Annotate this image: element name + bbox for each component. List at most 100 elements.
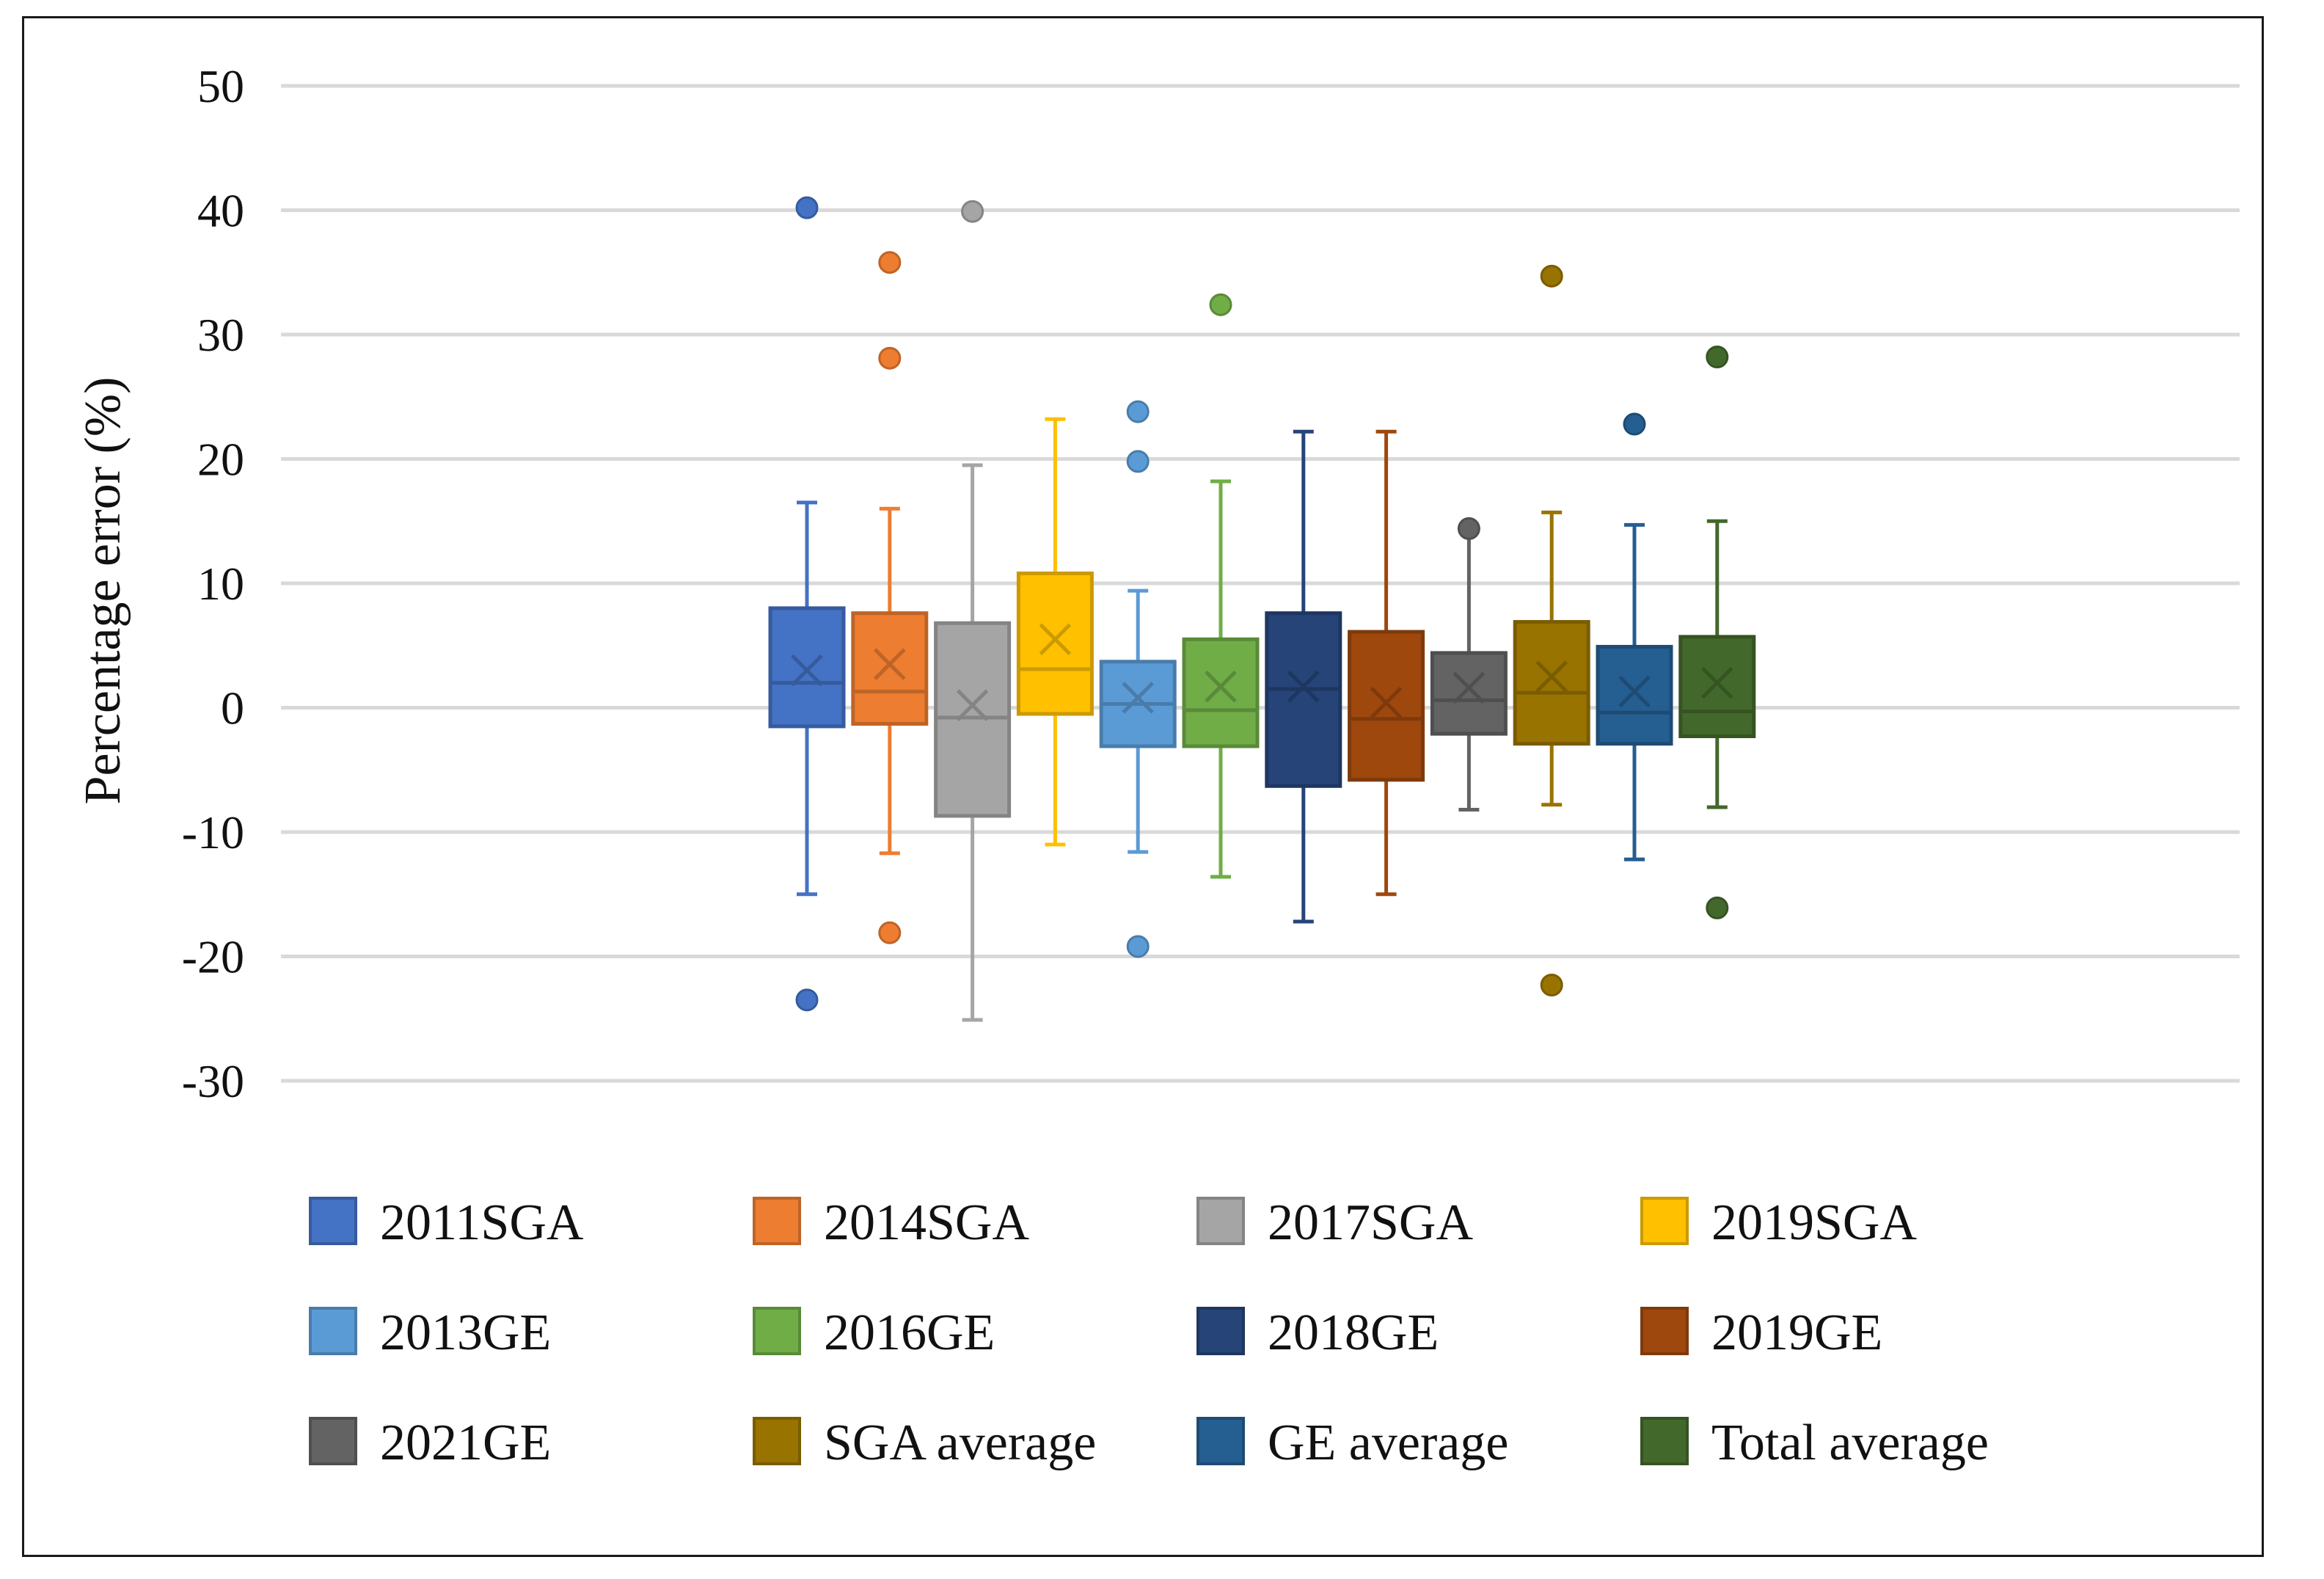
legend-swatch <box>1640 1417 1689 1465</box>
legend-item-2021ge: 2021GE <box>309 1415 551 1471</box>
outlier-point <box>1457 517 1480 540</box>
legend-item-2014sga: 2014SGA <box>753 1195 1029 1251</box>
iqr-box <box>1016 571 1094 716</box>
outlier-point <box>878 346 902 370</box>
box-2014sga <box>851 251 929 944</box>
chart-frame: 50 40 30 20 10 0 -10 -20 -30 Percentage error (%… <box>22 16 2264 1557</box>
y-tick-label: -20 <box>182 931 244 983</box>
iqr-box <box>1265 611 1342 788</box>
y-tick-label: -30 <box>182 1055 244 1107</box>
box-total-average <box>1678 346 1756 919</box>
legend-item-2019ge: 2019GE <box>1640 1305 1882 1361</box>
legend-swatch <box>753 1417 801 1465</box>
legend-item-2011sga: 2011SGA <box>309 1195 584 1251</box>
mean-marker <box>1618 675 1651 708</box>
legend-label: 2011SGA <box>380 1195 584 1251</box>
mean-marker <box>874 648 906 680</box>
legend-label: 2013GE <box>380 1305 551 1361</box>
legend-label: 2019GE <box>1711 1305 1882 1361</box>
legend-item-sga-average: SGA average <box>753 1415 1096 1471</box>
box-2018ge <box>1265 429 1342 924</box>
iqr-box <box>1596 644 1673 746</box>
legend-swatch <box>309 1417 357 1465</box>
mean-marker <box>956 689 989 721</box>
box-2019sga <box>1016 417 1094 847</box>
y-tick-label: 50 <box>197 60 244 112</box>
iqr-box <box>1182 637 1260 748</box>
box-2021ge <box>1430 517 1508 812</box>
iqr-box <box>1348 630 1425 782</box>
box-2019ge <box>1348 429 1425 897</box>
legend-swatch <box>753 1197 801 1245</box>
legend-item-2013ge: 2013GE <box>309 1305 551 1361</box>
legend-label: GE average <box>1268 1415 1508 1471</box>
outlier-point <box>1623 412 1646 436</box>
mean-marker <box>1287 670 1320 703</box>
mean-marker <box>1370 686 1403 719</box>
legend-swatch <box>1196 1197 1245 1245</box>
outlier-point <box>1706 896 1729 919</box>
box-ge-average <box>1596 412 1673 861</box>
legend-label: SGA average <box>824 1415 1096 1471</box>
box-2013ge <box>1099 400 1177 958</box>
mean-marker <box>1122 682 1154 714</box>
legend-swatch <box>309 1307 357 1355</box>
legend-label: Total average <box>1711 1415 1989 1471</box>
legend-item-2019sga: 2019SGA <box>1640 1195 1917 1251</box>
iqr-box <box>934 621 1012 818</box>
mean-marker <box>1535 660 1568 693</box>
outlier-point <box>1540 973 1563 996</box>
legend-swatch <box>753 1307 801 1355</box>
iqr-box <box>1678 635 1756 738</box>
outlier-point <box>878 921 902 944</box>
legend-item-total-average: Total average <box>1640 1415 1989 1471</box>
legend-item-2017sga: 2017SGA <box>1196 1195 1473 1251</box>
box-sga-average <box>1513 264 1590 996</box>
y-tick-label: 0 <box>221 682 244 734</box>
iqr-box <box>768 606 846 729</box>
legend-label: 2019SGA <box>1711 1195 1917 1251</box>
y-tick-label: 40 <box>197 185 244 237</box>
box-2016ge <box>1182 293 1260 879</box>
y-tick-label: -10 <box>182 806 244 858</box>
legend-label: 2018GE <box>1268 1305 1439 1361</box>
outlier-point <box>1126 935 1150 958</box>
outlier-point <box>961 200 984 223</box>
legend-item-ge-average: GE average <box>1196 1415 1508 1471</box>
outlier-point <box>1126 450 1150 473</box>
outlier-point <box>878 251 902 274</box>
legend-swatch <box>1640 1197 1689 1245</box>
legend-swatch <box>309 1197 357 1245</box>
outlier-point <box>1540 264 1563 288</box>
mean-marker <box>1452 671 1486 704</box>
legend-swatch <box>1196 1307 1245 1355</box>
y-tick-label: 30 <box>197 309 244 361</box>
legend-label: 2017SGA <box>1268 1195 1473 1251</box>
y-axis-title: Percentage error (%) <box>75 377 131 805</box>
iqr-box <box>1513 620 1590 746</box>
legend: 2011SGA 2014SGA 2017SGA 2019SGA 2013GE 2016GE… <box>309 1195 1989 1471</box>
gridlines <box>281 84 2240 1083</box>
mean-marker <box>1039 623 1072 656</box>
boxplot-chart: 50 40 30 20 10 0 -10 -20 -30 Percentage error (%… <box>75 60 2240 1471</box>
y-axis-ticks: 50 40 30 20 10 0 -10 -20 -30 <box>182 60 244 1107</box>
outlier-point <box>1126 400 1150 423</box>
iqr-box <box>851 611 929 726</box>
outlier-point <box>1706 346 1729 369</box>
outlier-point <box>1209 293 1232 316</box>
y-tick-label: 20 <box>197 434 244 486</box>
legend-item-2016ge: 2016GE <box>753 1305 995 1361</box>
mean-marker <box>1205 670 1237 703</box>
box-2011sga <box>768 196 846 1012</box>
mean-marker <box>1701 666 1733 699</box>
mean-marker <box>791 654 823 687</box>
legend-label: 2016GE <box>824 1305 995 1361</box>
legend-label: 2014SGA <box>824 1195 1029 1251</box>
legend-label: 2021GE <box>380 1415 551 1471</box>
box-2017sga <box>934 200 1012 1022</box>
y-tick-label: 10 <box>197 558 244 610</box>
legend-swatch <box>1196 1417 1245 1465</box>
iqr-box <box>1430 651 1508 736</box>
outlier-point <box>795 196 819 219</box>
legend-item-2018ge: 2018GE <box>1196 1305 1439 1361</box>
